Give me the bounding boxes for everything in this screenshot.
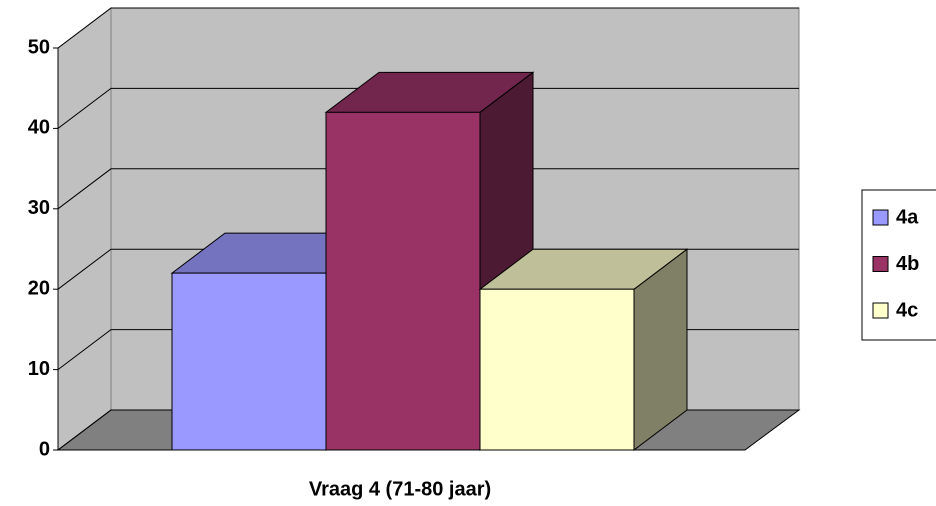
grid-line (57, 168, 799, 210)
legend-swatch (872, 256, 889, 272)
grid-line (57, 87, 799, 129)
legend-swatch (872, 209, 889, 226)
y-tick-label: 20 (28, 277, 50, 299)
grid-line (57, 7, 799, 49)
legend-label: 4a (896, 206, 919, 228)
category-label: Vraag 4 (71-80 jaar) (309, 478, 491, 500)
legend-label: 4c (896, 299, 918, 321)
legend-swatch (872, 302, 889, 319)
bar (171, 272, 327, 451)
y-tick-label: 50 (28, 36, 50, 58)
y-tick-label: 10 (28, 358, 50, 380)
side-wall (57, 6, 112, 452)
bar (479, 288, 635, 451)
bar (325, 111, 481, 451)
y-tick-label: 0 (39, 438, 50, 460)
y-tick-label: 40 (28, 117, 50, 139)
y-tick-label: 30 (28, 197, 50, 219)
legend-label: 4b (896, 253, 919, 275)
